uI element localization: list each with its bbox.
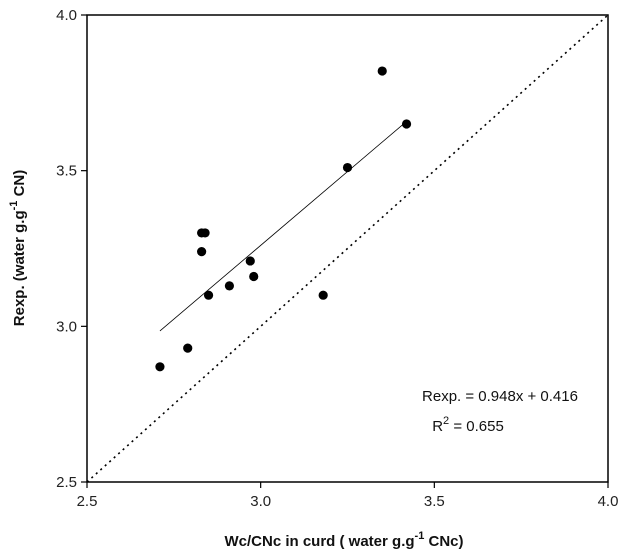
plot-frame [86,14,609,483]
data-point [203,290,214,300]
x-tick-labels: 2.5 3.0 3.5 4.0 [77,493,619,510]
data-points [155,66,412,372]
y-tick-labels: 2.5 3.0 3.5 4.0 [56,7,77,491]
data-point [401,119,412,129]
x-tick-label: 4.0 [598,493,619,510]
y-tick-label: 4.0 [56,7,77,24]
y-tick-label: 3.0 [56,318,77,335]
data-point [183,343,193,353]
r-squared-label: R2 = 0.655 [432,415,504,435]
axis-ticks [81,14,609,488]
x-tick-label: 2.5 [77,493,98,510]
x-axis-title: Wc/CNc in curd ( water g.g-1 CNc) [225,530,464,550]
y-axis-title: Rexp. (water g.g-1 CN) [8,170,28,326]
regression-line [159,121,407,332]
y-tick-label: 3.5 [56,163,77,180]
data-point [155,362,165,372]
data-point [200,228,210,238]
data-point [342,162,353,173]
identity-line [86,14,609,483]
x-tick-label: 3.5 [424,493,445,510]
data-point [197,247,207,257]
data-point [249,271,259,282]
data-point [224,281,235,291]
data-point [377,66,387,76]
x-tick-label: 3.0 [250,493,271,510]
data-point [318,290,328,300]
regression-equation: Rexp. = 0.948x + 0.416 [422,388,578,405]
data-point [245,256,255,266]
y-tick-label: 2.5 [56,474,77,491]
